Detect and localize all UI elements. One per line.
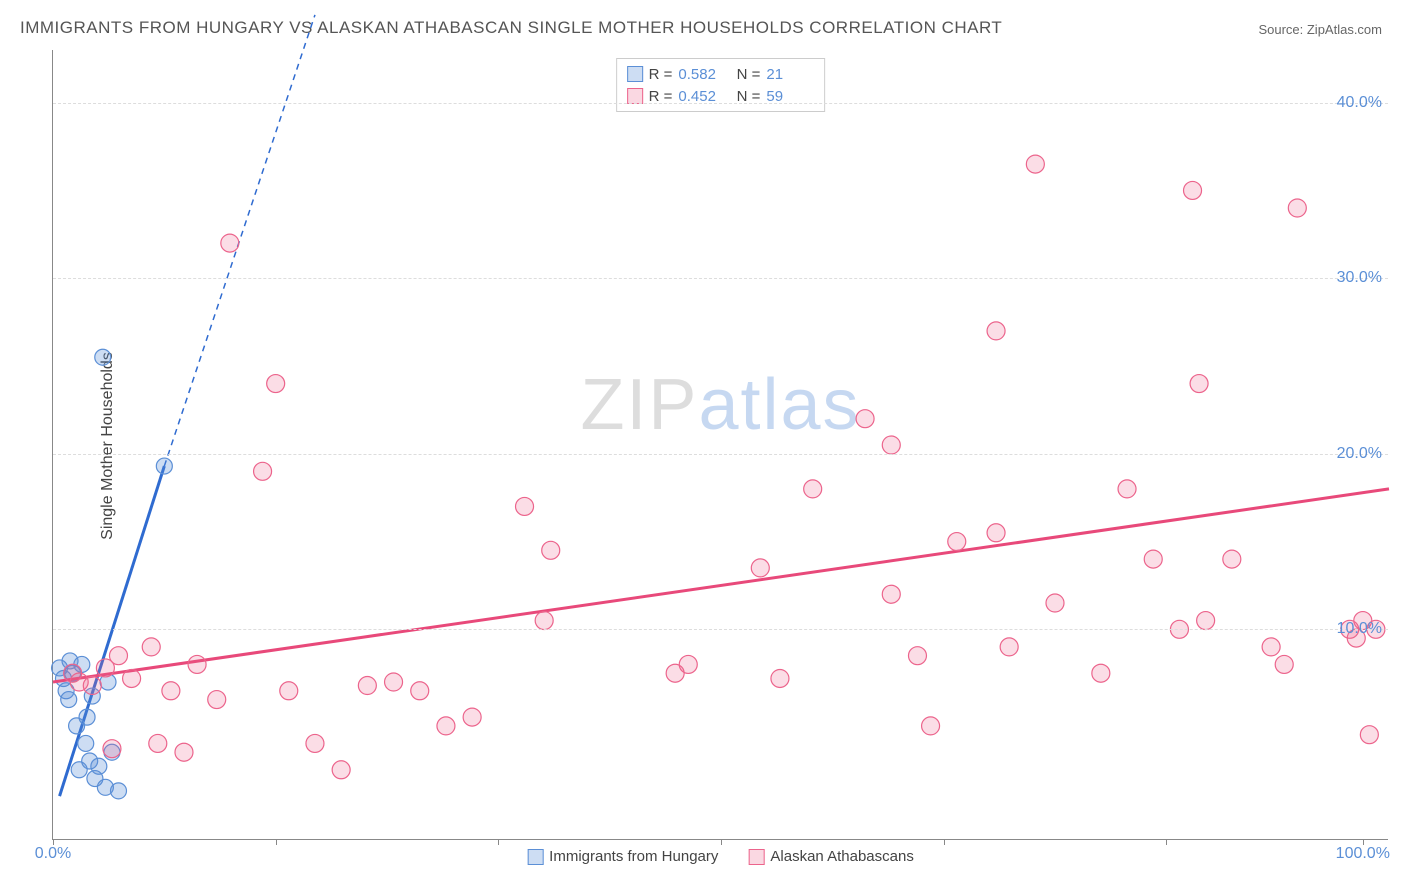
data-point — [516, 497, 534, 515]
data-point — [1360, 726, 1378, 744]
data-point — [1184, 181, 1202, 199]
data-point — [1026, 155, 1044, 173]
gridline-h — [53, 454, 1388, 455]
data-point — [1118, 480, 1136, 498]
data-point — [751, 559, 769, 577]
data-point — [385, 673, 403, 691]
trend-line — [53, 489, 1389, 682]
data-point — [208, 691, 226, 709]
data-point — [306, 734, 324, 752]
data-point — [61, 692, 77, 708]
data-point — [1000, 638, 1018, 656]
y-tick-label: 40.0% — [1337, 94, 1382, 112]
data-point — [79, 709, 95, 725]
x-tick-mark — [276, 839, 277, 845]
data-point — [856, 410, 874, 428]
data-point — [1275, 655, 1293, 673]
data-point — [987, 322, 1005, 340]
legend-item-athabascan: Alaskan Athabascans — [748, 848, 913, 865]
data-point — [1144, 550, 1162, 568]
data-point — [254, 462, 272, 480]
data-point — [948, 533, 966, 551]
data-point — [83, 677, 101, 695]
x-axis-legend: Immigrants from Hungary Alaskan Athabasc… — [527, 848, 914, 865]
data-point — [162, 682, 180, 700]
data-point — [1197, 612, 1215, 630]
data-point — [156, 458, 172, 474]
chart-title: IMMIGRANTS FROM HUNGARY VS ALASKAN ATHAB… — [20, 18, 1002, 38]
data-point — [188, 655, 206, 673]
data-point — [1223, 550, 1241, 568]
data-point — [123, 669, 141, 687]
trend-line-dashed — [164, 15, 315, 466]
data-point — [91, 758, 107, 774]
source-prefix: Source: — [1258, 22, 1306, 37]
data-point — [882, 585, 900, 603]
data-point — [1046, 594, 1064, 612]
data-point — [95, 349, 111, 365]
data-point — [411, 682, 429, 700]
data-point — [437, 717, 455, 735]
data-point — [78, 735, 94, 751]
gridline-h — [53, 629, 1388, 630]
data-point — [463, 708, 481, 726]
data-point — [332, 761, 350, 779]
data-point — [110, 783, 126, 799]
data-point — [882, 436, 900, 454]
x-tick-mark — [721, 839, 722, 845]
data-point — [267, 375, 285, 393]
data-point — [771, 669, 789, 687]
swatch-blue-icon — [527, 849, 543, 865]
data-point — [987, 524, 1005, 542]
source-name: ZipAtlas.com — [1307, 22, 1382, 37]
data-point — [804, 480, 822, 498]
x-tick-mark — [944, 839, 945, 845]
data-point — [908, 647, 926, 665]
chart-svg — [53, 50, 1388, 839]
data-point — [922, 717, 940, 735]
x-tick-label: 0.0% — [35, 845, 71, 863]
data-point — [535, 612, 553, 630]
x-tick-mark — [498, 839, 499, 845]
legend-label-athabascan: Alaskan Athabascans — [770, 848, 913, 865]
y-tick-label: 30.0% — [1337, 269, 1382, 287]
data-point — [280, 682, 298, 700]
x-tick-mark — [1166, 839, 1167, 845]
data-point — [221, 234, 239, 252]
data-point — [1262, 638, 1280, 656]
data-point — [1190, 375, 1208, 393]
legend-label-hungary: Immigrants from Hungary — [549, 848, 718, 865]
x-tick-label: 100.0% — [1336, 845, 1390, 863]
data-point — [542, 541, 560, 559]
data-point — [149, 734, 167, 752]
gridline-h — [53, 278, 1388, 279]
data-point — [679, 655, 697, 673]
data-point — [142, 638, 160, 656]
source-attribution: Source: ZipAtlas.com — [1258, 22, 1382, 37]
plot-area: ZIPatlas R = 0.582 N = 21 R = 0.452 N = … — [52, 50, 1388, 840]
y-tick-label: 10.0% — [1337, 620, 1382, 638]
data-point — [1288, 199, 1306, 217]
data-point — [358, 677, 376, 695]
data-point — [103, 740, 121, 758]
swatch-pink-icon — [748, 849, 764, 865]
data-point — [1092, 664, 1110, 682]
gridline-h — [53, 103, 1388, 104]
y-tick-label: 20.0% — [1337, 445, 1382, 463]
legend-item-hungary: Immigrants from Hungary — [527, 848, 718, 865]
data-point — [175, 743, 193, 761]
data-point — [109, 647, 127, 665]
